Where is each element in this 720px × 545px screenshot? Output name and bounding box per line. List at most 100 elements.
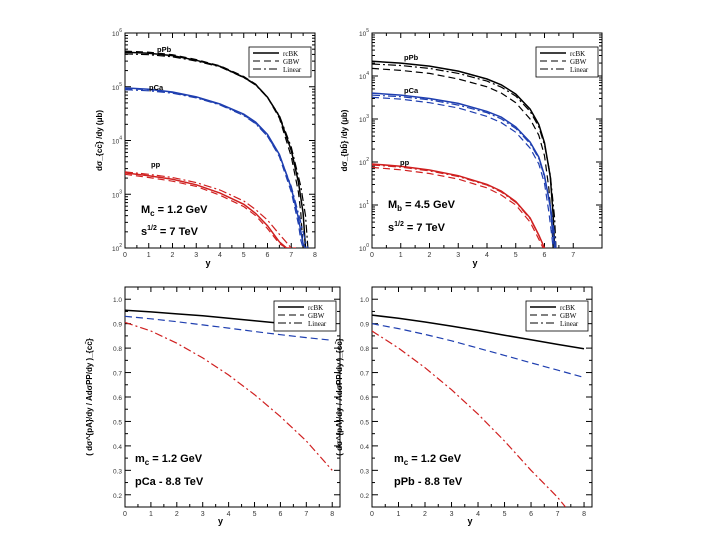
legend-box [248,46,312,78]
series-line-pca-linear [125,89,309,248]
annotation-pca: pCa [404,86,419,95]
x-tick-label: 8 [313,252,317,259]
x-tick-label: 7 [304,511,308,518]
x-tick-label: 2 [171,252,175,259]
y-tick-label: 0.2 [113,493,122,500]
y-axis-label: dσ_{cc̄} /dy (μb) [95,110,104,171]
x-tick-label: 6 [529,511,533,518]
annotation-pp: pp [400,158,410,167]
annotation-energy-value: = 7 TeV [157,226,199,238]
series-line-pp-gbw [125,173,292,248]
legend-label-linear: Linear [570,66,589,74]
y-tick-label: 103 [359,114,369,124]
series-line-ppb-gbw [372,67,554,248]
series-line-pp-rcbk [125,172,292,248]
x-tick-label: 8 [330,511,334,518]
series-line-linear [372,330,566,507]
x-axis-label: y [218,516,223,526]
y-tick-exponent: 5 [119,82,122,88]
y-tick-label: 0.8 [113,346,122,353]
annotation-energy-value: = 7 TeV [404,222,446,234]
x-tick-label: 1 [397,511,401,518]
annotation-mass: Mc = 1.2 GeV [141,204,208,218]
series-line-rcbk [372,314,585,350]
y-tick-exponent: 4 [119,136,122,142]
x-tick-label: 2 [428,252,432,259]
series-line-pca-rcbk [372,92,556,248]
x-tick-label: 8 [582,511,586,518]
x-tick-label: 4 [476,511,480,518]
y-tick-label: 102 [112,243,122,253]
y-tick-exponent: 5 [366,28,369,34]
x-tick-label: 0 [123,511,127,518]
legend-label-linear: Linear [308,320,327,328]
series-line-gbw [125,315,333,341]
y-tick-exponent: 4 [366,71,369,77]
annotation-mass-value: = 1.2 GeV [149,453,203,465]
legend-label-rcbk: rcBK [560,304,575,312]
y-tick-exponent: 2 [119,243,122,249]
x-tick-label: 7 [571,252,575,259]
annotation-energy-superscript: 1/2 [147,225,157,232]
y-tick-label: 0.3 [113,468,122,475]
series-line-ppb-linear [372,63,557,248]
x-tick-label: 5 [514,252,518,259]
x-tick-label: 0 [370,511,374,518]
series-line-ppb-rcbk [125,51,307,248]
y-tick-label: 103 [112,189,122,199]
chart-panel-3: 0 1 2 3 4 5 6 7 8 1.0 0.9 0.8 0.7 0.6 0.5 0.4 0.3 0.2 y ( d… [85,286,341,526]
y-tick-label: 0.9 [360,322,369,329]
annotation-mass: Mb = 4.5 GeV [388,199,456,213]
legend-label-gbw: GBW [570,58,587,66]
y-tick-exponent: 0 [366,243,369,249]
annotation-energy: pPb - 8.8 TeV [394,476,463,488]
x-tick-label: 3 [201,511,205,518]
y-tick-label: 0.9 [113,322,122,329]
chart-panel-1: 0 1 2 3 4 5 6 7 8 102 103 104 105 106 y dσ_{cc̄} /dy (μ… [95,28,317,268]
y-tick-label: 104 [359,71,369,81]
x-tick-label: 0 [370,252,374,259]
y-tick-label: 0.6 [113,395,122,402]
legend-label-gbw: GBW [283,58,300,66]
x-tick-label: 6 [543,252,547,259]
chart-panel-4: 0 1 2 3 4 5 6 7 8 1.0 0.9 0.8 0.7 0.6 0.5 0.4 0.3 0.2 y ( d… [335,286,593,526]
x-axis-label: y [467,516,472,526]
y-tick-label: 0.2 [360,493,369,500]
y-tick-label: 104 [112,136,122,146]
y-tick-label: 0.8 [360,346,369,353]
legend-label-linear: Linear [560,320,579,328]
annotation-mass: mc = 1.2 GeV [135,453,203,467]
annotation-energy: s1/2 = 7 TeV [141,225,199,238]
y-tick-label: 1.0 [360,297,369,304]
y-axis-label: ( dσ^{pA}/dy / AdσΡΡ/dy )_{cc̄} [335,338,344,456]
x-tick-label: 0 [123,252,127,259]
y-tick-exponent: 3 [366,114,369,120]
annotation-energy: pCa - 8.8 TeV [135,476,204,488]
series-line-linear [125,321,333,471]
series-line-pp-linear [125,171,296,248]
legend-box [273,300,337,332]
x-tick-label: 1 [399,252,403,259]
annotation-ppb: pPb [157,45,172,54]
x-tick-label: 4 [227,511,231,518]
legend-label-gbw: GBW [308,312,325,320]
series-group [372,314,585,507]
y-tick-label: 1.0 [113,297,122,304]
x-tick-label: 3 [194,252,198,259]
y-tick-label: 105 [359,28,369,38]
annotation-mass-subscript: c [404,458,409,467]
x-tick-label: 2 [175,511,179,518]
y-tick-label: 0.7 [113,371,122,378]
annotation-ppb: pPb [404,53,419,62]
x-axis-label: y [205,258,210,268]
y-tick-label: 0.6 [360,395,369,402]
annotation-energy: s1/2 = 7 TeV [388,221,446,234]
annotation-mass-value: = 1.2 GeV [155,204,209,216]
legend-box [535,46,599,78]
annotation-pp: pp [151,160,161,169]
y-tick-label: 102 [359,157,369,167]
